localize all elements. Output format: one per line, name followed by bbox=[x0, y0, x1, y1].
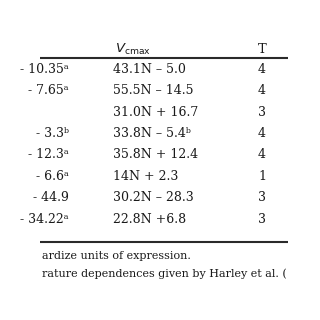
Text: rature dependences given by Harley et al. (: rature dependences given by Harley et al… bbox=[43, 268, 287, 279]
Text: 3: 3 bbox=[258, 191, 266, 204]
Text: ardize units of expression.: ardize units of expression. bbox=[43, 252, 191, 261]
Text: 55.5N – 14.5: 55.5N – 14.5 bbox=[113, 84, 194, 97]
Text: 3: 3 bbox=[258, 106, 266, 119]
Text: 43.1N – 5.0: 43.1N – 5.0 bbox=[113, 63, 186, 76]
Text: 1: 1 bbox=[258, 170, 266, 183]
Text: 33.8N – 5.4ᵇ: 33.8N – 5.4ᵇ bbox=[113, 127, 191, 140]
Text: 4: 4 bbox=[258, 84, 266, 97]
Text: 4: 4 bbox=[258, 127, 266, 140]
Text: 3: 3 bbox=[258, 213, 266, 226]
Text: 4: 4 bbox=[258, 148, 266, 162]
Text: - 3.3ᵇ: - 3.3ᵇ bbox=[36, 127, 68, 140]
Text: - 44.9: - 44.9 bbox=[33, 191, 68, 204]
Text: - 7.65ᵃ: - 7.65ᵃ bbox=[28, 84, 68, 97]
Text: 22.8N +6.8: 22.8N +6.8 bbox=[113, 213, 186, 226]
Text: - 12.3ᵃ: - 12.3ᵃ bbox=[28, 148, 68, 162]
Text: 31.0N + 16.7: 31.0N + 16.7 bbox=[113, 106, 198, 119]
Text: 35.8N + 12.4: 35.8N + 12.4 bbox=[113, 148, 198, 162]
Text: T: T bbox=[258, 43, 266, 56]
Text: 30.2N – 28.3: 30.2N – 28.3 bbox=[113, 191, 194, 204]
Text: 4: 4 bbox=[258, 63, 266, 76]
Text: - 10.35ᵃ: - 10.35ᵃ bbox=[20, 63, 68, 76]
Text: - 34.22ᵃ: - 34.22ᵃ bbox=[20, 213, 68, 226]
Text: $\mathit{V}_{\mathrm{cmax}}$: $\mathit{V}_{\mathrm{cmax}}$ bbox=[115, 42, 151, 57]
Text: - 6.6ᵃ: - 6.6ᵃ bbox=[36, 170, 68, 183]
Text: 14N + 2.3: 14N + 2.3 bbox=[113, 170, 179, 183]
